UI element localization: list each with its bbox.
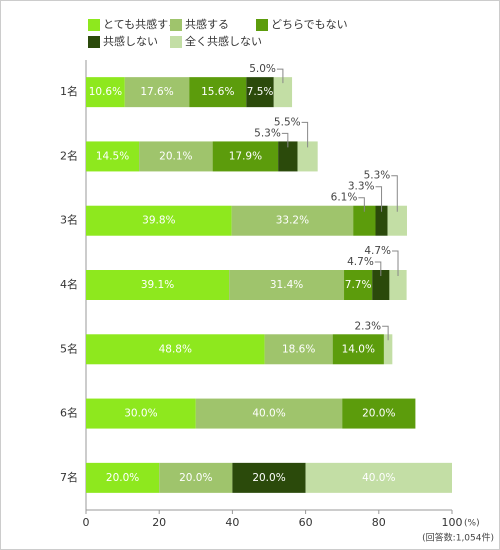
value-label: 48.8%: [159, 343, 192, 355]
value-label: 40.0%: [252, 408, 285, 420]
legend-label: とても共感する: [103, 18, 179, 31]
x-tick-label: 100: [442, 516, 463, 529]
value-label: 4.7%: [364, 245, 391, 257]
bar-segment: [389, 270, 407, 300]
callout-line: [281, 132, 289, 148]
legend-swatch: [170, 19, 182, 31]
bar-segment: [139, 141, 213, 172]
value-label: 20.0%: [106, 472, 139, 484]
legend-swatch: [88, 19, 100, 31]
bar-segment: [273, 77, 293, 108]
bar-segment: [86, 398, 196, 429]
bar-segment: [372, 270, 390, 300]
bar-segment: [86, 462, 160, 493]
value-label: 5.3%: [254, 127, 281, 139]
bar-segment: [305, 462, 452, 493]
y-tick-label: 4名: [60, 277, 78, 291]
legend-label: 共感しない: [103, 35, 158, 48]
bar-segment: [344, 270, 373, 300]
note: (回答数:1,054件): [422, 532, 494, 544]
y-tick-label: 6名: [60, 406, 78, 420]
y-tick-label: 3名: [60, 213, 78, 227]
bar-segment: [86, 270, 230, 300]
bar-segment: [297, 141, 318, 172]
callout-line: [301, 121, 309, 148]
legend-swatch: [170, 36, 182, 48]
bar-segment: [86, 141, 140, 172]
bar-segment: [232, 462, 306, 493]
callout-line: [276, 68, 284, 84]
x-tick-label: 20: [152, 516, 166, 529]
value-label: 20.0%: [252, 472, 285, 484]
value-label: 20.0%: [179, 472, 212, 484]
y-tick-label: 2名: [60, 148, 78, 162]
bar-segment: [246, 77, 274, 108]
value-label: 4.7%: [347, 256, 374, 268]
bar-segment: [86, 77, 125, 108]
legend-label: 全く共感しない: [185, 34, 262, 48]
value-label: 7.7%: [345, 279, 372, 291]
value-label: 17.9%: [229, 150, 262, 162]
x-unit: (%): [464, 519, 480, 529]
bar-segment: [229, 270, 345, 300]
y-tick-label: 5名: [60, 341, 78, 355]
value-label: 33.2%: [276, 215, 309, 227]
legend-label: 共感する: [185, 18, 229, 31]
value-label: 5.5%: [274, 116, 301, 128]
callout-line: [358, 197, 365, 212]
x-tick-label: 60: [299, 516, 313, 529]
bar-segment: [195, 398, 343, 429]
value-label: 20.1%: [159, 150, 192, 162]
value-label: 5.0%: [249, 63, 276, 75]
value-label: 31.4%: [270, 279, 303, 291]
legend-swatch: [256, 19, 268, 31]
y-tick-label: 1名: [60, 84, 78, 98]
value-label: 14.5%: [96, 150, 129, 162]
value-label: 39.8%: [142, 215, 175, 227]
value-label: 17.6%: [140, 86, 173, 98]
bar-segment: [124, 77, 190, 108]
value-label: 3.3%: [348, 181, 375, 193]
value-label: 14.0%: [342, 343, 375, 355]
x-tick-label: 40: [225, 516, 239, 529]
bar-segment: [375, 205, 388, 236]
bar-segment: [332, 334, 384, 365]
callout-line: [374, 261, 382, 276]
bar-segment: [212, 141, 279, 172]
value-label: 20.0%: [362, 408, 395, 420]
value-label: 30.0%: [124, 408, 157, 420]
bar-segment: [86, 334, 265, 365]
bar-segment: [86, 205, 232, 236]
bar-segment: [342, 398, 416, 429]
bar-segment: [353, 205, 376, 236]
bar-segment: [278, 141, 298, 172]
value-label: 10.6%: [89, 86, 122, 98]
value-label: 7.5%: [247, 86, 274, 98]
value-label: 39.1%: [141, 279, 174, 291]
x-tick-label: 80: [372, 516, 386, 529]
callout-line: [392, 250, 399, 276]
value-label: 5.3%: [364, 170, 391, 182]
value-label: 18.6%: [282, 343, 315, 355]
bar-segment: [231, 205, 354, 236]
value-label: 15.6%: [201, 86, 234, 98]
callout-line: [391, 175, 398, 212]
bar-segment: [383, 334, 393, 365]
value-label: 2.3%: [354, 320, 381, 332]
x-tick-label: 0: [83, 516, 90, 529]
y-tick-label: 7名: [60, 470, 78, 484]
legend-swatch: [88, 36, 100, 48]
value-label: 6.1%: [331, 192, 358, 204]
legend-label: どちらでもない: [271, 18, 348, 31]
callout-line: [375, 186, 383, 212]
callout-line: [382, 325, 389, 341]
bar-segment: [387, 205, 407, 236]
bar-segment: [159, 462, 233, 493]
bar-segment: [189, 77, 247, 108]
value-label: 40.0%: [362, 472, 395, 484]
bar-segment: [264, 334, 333, 365]
